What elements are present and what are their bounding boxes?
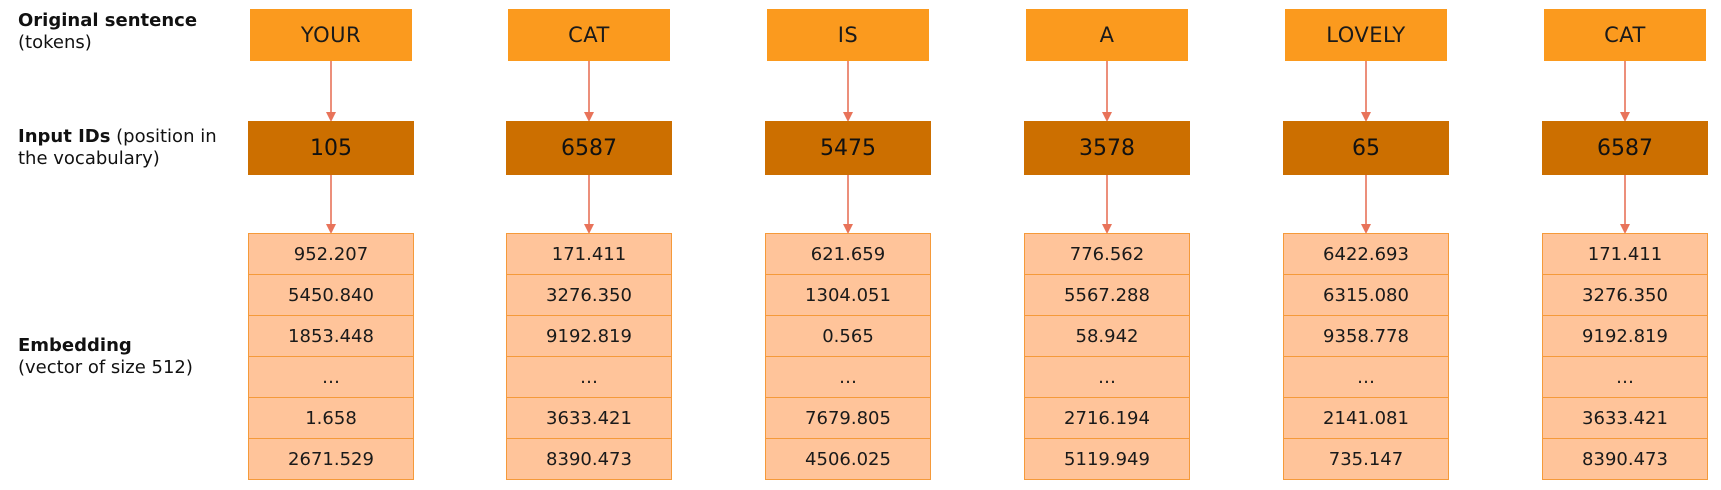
- embedding-value: 735.147: [1284, 438, 1448, 479]
- embedding-value: 1304.051: [766, 274, 930, 315]
- embedding-value: …: [249, 356, 413, 397]
- token-box: A: [1026, 9, 1188, 61]
- embedding-value: 776.562: [1069, 243, 1145, 265]
- embedding-vector: 171.411 3276.350 9192.819… 3633.421 8390.473: [1542, 233, 1708, 480]
- embedding-value: 0.565: [766, 315, 930, 356]
- embedding-value: 4506.025: [766, 438, 930, 479]
- embedding-value: 171.411: [1587, 243, 1663, 265]
- embedding-label-title: Embedding: [18, 335, 132, 356]
- embedding-vector: 621.659 1304.051 0.565… 7679.805 4506.025: [765, 233, 931, 480]
- embedding-value: 2671.529: [249, 438, 413, 479]
- input-id-box: 5475: [765, 121, 931, 175]
- embedding-value: 5567.288: [1025, 274, 1189, 315]
- embedding-value: 9358.778: [1284, 315, 1448, 356]
- embedding-vector: 952.207 5450.840 1853.448… 1.658 2671.529: [248, 233, 414, 480]
- embedding-row-label: Embedding (vector of size 512): [18, 335, 193, 379]
- input-id-box: 105: [248, 121, 414, 175]
- embedding-vector: 171.411 3276.350 9192.819… 3633.421 8390.473: [506, 233, 672, 480]
- embedding-value: 952.207: [293, 243, 369, 265]
- embedding-vector: 776.562 5567.288 58.942… 2716.194 5119.949: [1024, 233, 1190, 480]
- embedding-value: 1.658: [249, 397, 413, 438]
- token-box: IS: [767, 9, 929, 61]
- token-box: YOUR: [250, 9, 412, 61]
- embedding-value: 3276.350: [1543, 274, 1707, 315]
- embedding-value: …: [507, 356, 671, 397]
- embedding-value: …: [1284, 356, 1448, 397]
- tokens-row-label: Original sentence (tokens): [18, 10, 197, 54]
- input-id-box: 6587: [506, 121, 672, 175]
- embedding-value: 621.659: [810, 243, 886, 265]
- embedding-value: …: [766, 356, 930, 397]
- embedding-value: 58.942: [1025, 315, 1189, 356]
- input-id-box: 65: [1283, 121, 1449, 175]
- embedding-value: 9192.819: [1543, 315, 1707, 356]
- embedding-value: …: [1543, 356, 1707, 397]
- embedding-value: …: [1025, 356, 1189, 397]
- token-box: CAT: [508, 9, 670, 61]
- embedding-value: 3633.421: [1543, 397, 1707, 438]
- embedding-value: 5119.949: [1025, 438, 1189, 479]
- token-box: CAT: [1544, 9, 1706, 61]
- embedding-label-subtitle: (vector of size 512): [18, 357, 193, 378]
- embedding-vector: 6422.693 6315.080 9358.778… 2141.081 735.147: [1283, 233, 1449, 480]
- input-ids-label-subtitle-inline: (position in: [110, 126, 217, 147]
- input-id-box: 6587: [1542, 121, 1708, 175]
- embedding-value: 2141.081: [1284, 397, 1448, 438]
- tokens-label-subtitle: (tokens): [18, 32, 92, 53]
- embedding-value: 9192.819: [507, 315, 671, 356]
- embedding-value: 3633.421: [507, 397, 671, 438]
- embedding-value: 3276.350: [507, 274, 671, 315]
- input-ids-label-title: Input IDs: [18, 126, 111, 147]
- embedding-value: 7679.805: [766, 397, 930, 438]
- embedding-value: 6315.080: [1284, 274, 1448, 315]
- embedding-value: 8390.473: [507, 438, 671, 479]
- tokens-label-title: Original sentence: [18, 10, 198, 31]
- input-ids-row-label: Input IDs (position in the vocabulary): [18, 126, 217, 170]
- embedding-value: 5450.840: [249, 274, 413, 315]
- token-box: LOVELY: [1285, 9, 1447, 61]
- input-id-box: 3578: [1024, 121, 1190, 175]
- embedding-value: 6422.693: [1323, 243, 1409, 265]
- embedding-value: 2716.194: [1025, 397, 1189, 438]
- embedding-value: 1853.448: [249, 315, 413, 356]
- input-ids-label-subtitle-line2: the vocabulary): [18, 148, 160, 169]
- embedding-value: 8390.473: [1543, 438, 1707, 479]
- embedding-value: 171.411: [551, 243, 627, 265]
